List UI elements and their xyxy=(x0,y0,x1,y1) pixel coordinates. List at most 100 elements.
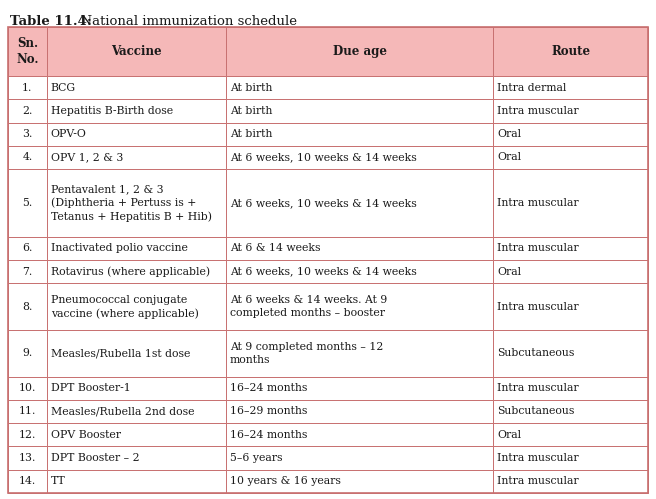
Text: Measles/Rubella 1st dose: Measles/Rubella 1st dose xyxy=(51,348,190,358)
Bar xyxy=(493,123,648,146)
Text: 10 years & 16 years: 10 years & 16 years xyxy=(230,477,341,487)
Bar xyxy=(47,400,226,423)
Text: DPT Booster-1: DPT Booster-1 xyxy=(51,383,131,393)
Bar xyxy=(8,146,47,169)
Bar xyxy=(8,377,47,400)
Bar xyxy=(493,27,648,76)
Text: Inactivated polio vaccine: Inactivated polio vaccine xyxy=(51,244,188,253)
Bar xyxy=(47,470,226,493)
Bar xyxy=(8,260,47,283)
Text: OPV Booster: OPV Booster xyxy=(51,430,121,440)
Text: Pentavalent 1, 2 & 3
(Diphtheria + Pertuss is +
Tetanus + Hepatitis B + Hib): Pentavalent 1, 2 & 3 (Diphtheria + Pertu… xyxy=(51,184,212,222)
Bar xyxy=(8,169,47,237)
Bar xyxy=(8,330,47,377)
Bar xyxy=(8,99,47,123)
Text: Intra dermal: Intra dermal xyxy=(497,82,567,93)
Text: Sn.
No.: Sn. No. xyxy=(16,37,39,66)
Bar xyxy=(493,237,648,260)
Bar xyxy=(47,99,226,123)
Text: Intra muscular: Intra muscular xyxy=(497,453,579,463)
Text: 5–6 years: 5–6 years xyxy=(230,453,283,463)
Bar xyxy=(8,423,47,447)
Text: Table 11.4:: Table 11.4: xyxy=(10,15,92,28)
Text: Intra muscular: Intra muscular xyxy=(497,244,579,253)
Text: 14.: 14. xyxy=(19,477,36,487)
Text: 16–24 months: 16–24 months xyxy=(230,430,308,440)
Bar xyxy=(493,99,648,123)
Text: Oral: Oral xyxy=(497,430,522,440)
Bar xyxy=(226,470,493,493)
Text: 7.: 7. xyxy=(22,266,32,276)
Bar xyxy=(226,423,493,447)
Text: Intra muscular: Intra muscular xyxy=(497,198,579,208)
Text: At 6 & 14 weeks: At 6 & 14 weeks xyxy=(230,244,321,253)
Text: 4.: 4. xyxy=(22,153,32,163)
Bar xyxy=(8,447,47,470)
Bar xyxy=(226,123,493,146)
Bar xyxy=(47,260,226,283)
Text: 11.: 11. xyxy=(18,407,36,417)
Text: Rotavirus (where applicable): Rotavirus (where applicable) xyxy=(51,266,210,277)
Text: 2.: 2. xyxy=(22,106,33,116)
Text: At birth: At birth xyxy=(230,82,272,93)
Text: 8.: 8. xyxy=(22,301,33,311)
Bar xyxy=(226,237,493,260)
Bar xyxy=(493,76,648,99)
Bar xyxy=(47,27,226,76)
Text: Oral: Oral xyxy=(497,153,522,163)
Text: 10.: 10. xyxy=(18,383,36,393)
Text: At 6 weeks, 10 weeks & 14 weeks: At 6 weeks, 10 weeks & 14 weeks xyxy=(230,153,417,163)
Text: 16–24 months: 16–24 months xyxy=(230,383,308,393)
Text: DPT Booster – 2: DPT Booster – 2 xyxy=(51,453,139,463)
Text: At 9 completed months – 12
months: At 9 completed months – 12 months xyxy=(230,342,383,365)
Bar xyxy=(47,123,226,146)
Bar xyxy=(8,123,47,146)
Text: OPV 1, 2 & 3: OPV 1, 2 & 3 xyxy=(51,153,123,163)
Text: At 6 weeks, 10 weeks & 14 weeks: At 6 weeks, 10 weeks & 14 weeks xyxy=(230,266,417,276)
Text: Measles/Rubella 2nd dose: Measles/Rubella 2nd dose xyxy=(51,407,194,417)
Bar xyxy=(47,377,226,400)
Bar xyxy=(493,330,648,377)
Text: At birth: At birth xyxy=(230,106,272,116)
Text: Intra muscular: Intra muscular xyxy=(497,383,579,393)
Text: Oral: Oral xyxy=(497,129,522,139)
Bar xyxy=(47,330,226,377)
Bar xyxy=(226,76,493,99)
Bar xyxy=(493,423,648,447)
Text: BCG: BCG xyxy=(51,82,76,93)
Text: 9.: 9. xyxy=(22,348,32,358)
Text: At birth: At birth xyxy=(230,129,272,139)
Text: National immunization schedule: National immunization schedule xyxy=(72,15,297,28)
Bar xyxy=(8,76,47,99)
Text: 3.: 3. xyxy=(22,129,33,139)
Bar xyxy=(8,283,47,330)
Text: TT: TT xyxy=(51,477,66,487)
Text: Subcutaneous: Subcutaneous xyxy=(497,407,575,417)
Bar xyxy=(493,169,648,237)
Bar xyxy=(493,283,648,330)
Text: Vaccine: Vaccine xyxy=(111,45,161,58)
Bar xyxy=(47,169,226,237)
Bar xyxy=(47,146,226,169)
Bar xyxy=(8,237,47,260)
Bar xyxy=(493,400,648,423)
Bar xyxy=(226,447,493,470)
Bar xyxy=(493,470,648,493)
Bar xyxy=(47,447,226,470)
Bar xyxy=(226,377,493,400)
Text: At 6 weeks & 14 weeks. At 9
completed months – booster: At 6 weeks & 14 weeks. At 9 completed mo… xyxy=(230,295,387,318)
Bar xyxy=(47,423,226,447)
Text: 16–29 months: 16–29 months xyxy=(230,407,308,417)
Bar xyxy=(8,470,47,493)
Bar xyxy=(493,377,648,400)
Bar xyxy=(226,99,493,123)
Text: Route: Route xyxy=(551,45,590,58)
Bar xyxy=(226,146,493,169)
Bar xyxy=(493,146,648,169)
Bar xyxy=(226,330,493,377)
Bar xyxy=(226,27,493,76)
Text: Due age: Due age xyxy=(333,45,386,58)
Bar xyxy=(8,27,47,76)
Bar xyxy=(47,237,226,260)
Text: Intra muscular: Intra muscular xyxy=(497,301,579,311)
